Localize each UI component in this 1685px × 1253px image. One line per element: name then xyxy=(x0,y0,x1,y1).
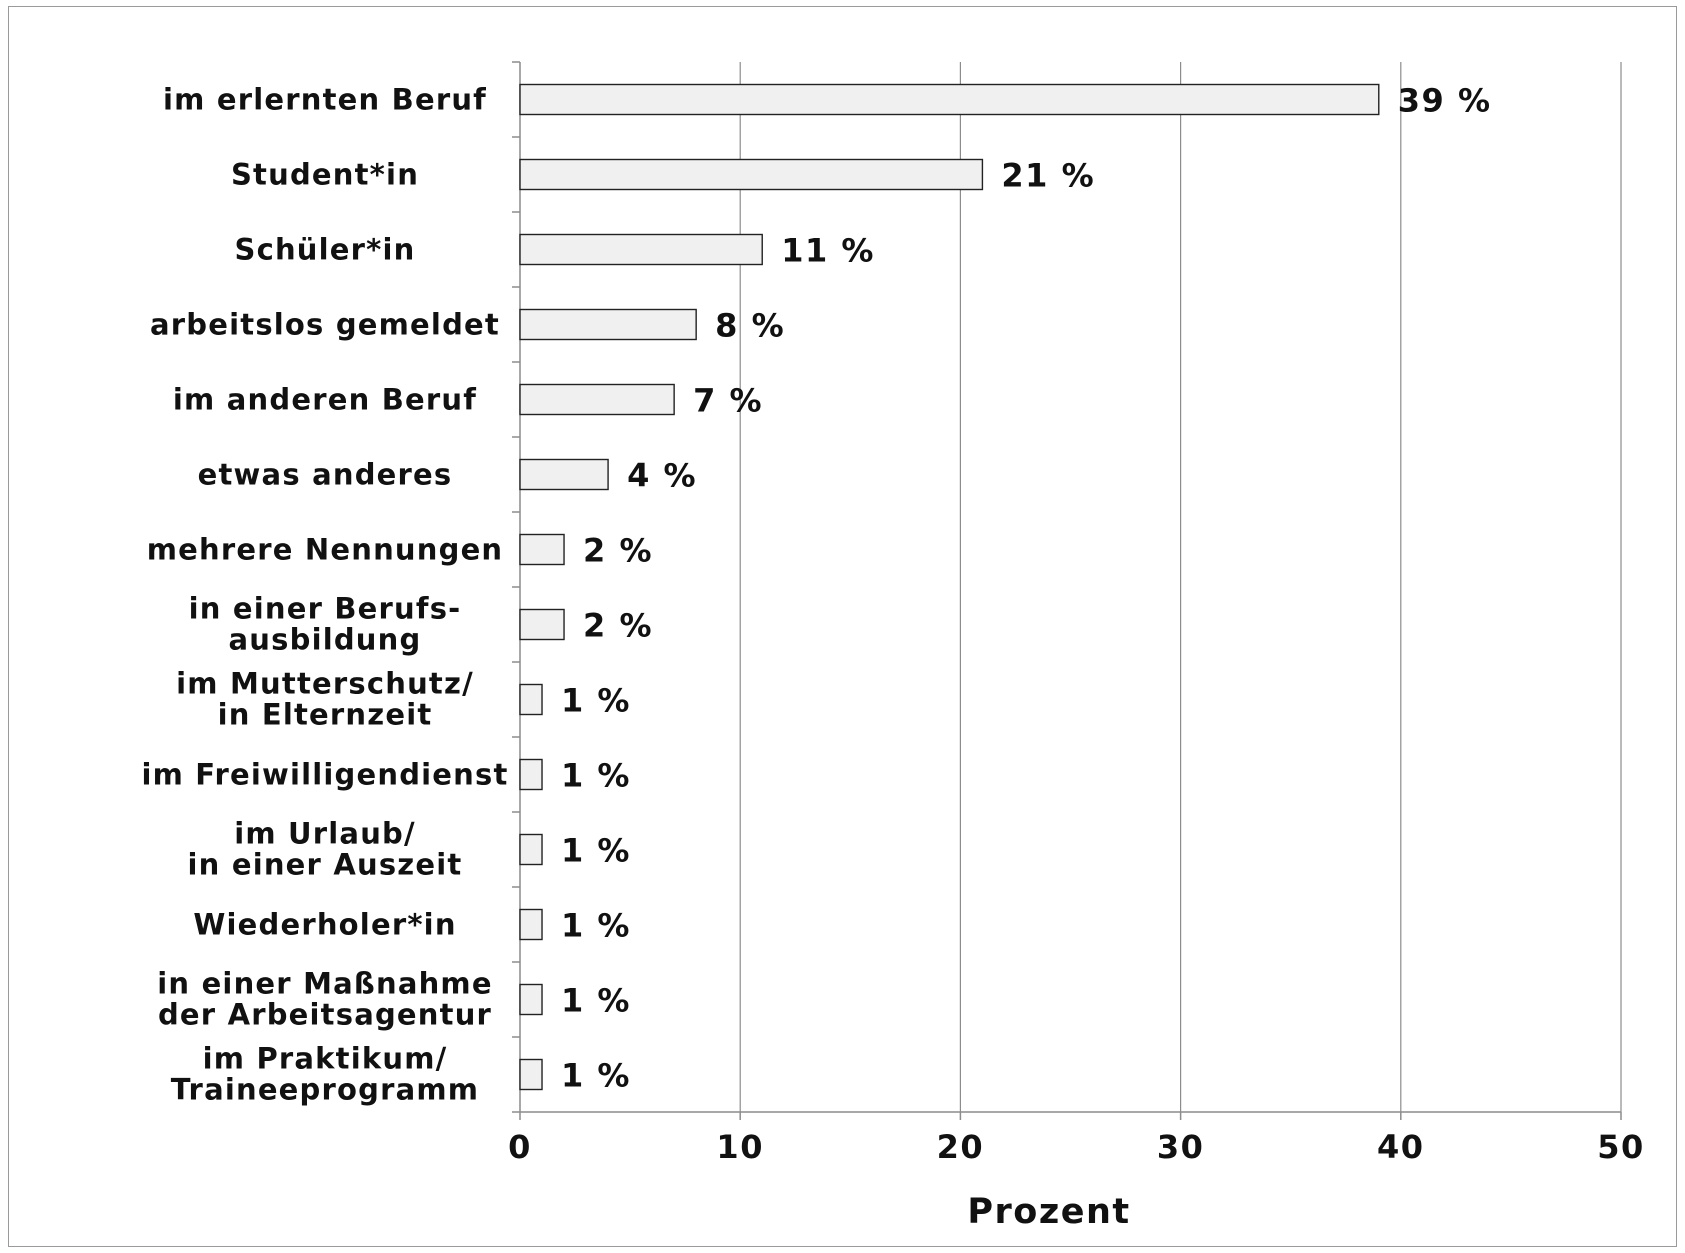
category-label: in Elternzeit xyxy=(218,698,433,732)
x-tick-label: 10 xyxy=(716,1128,764,1166)
value-label: 4 % xyxy=(627,457,697,495)
category-label: im Freiwilligendienst xyxy=(141,758,508,792)
category-label: in einer Maßnahme xyxy=(157,967,492,1001)
category-label: im Praktikum/ xyxy=(203,1042,448,1076)
bar xyxy=(519,308,697,341)
category-label: Wiederholer*in xyxy=(193,908,456,942)
x-tick-label: 50 xyxy=(1597,1128,1645,1166)
bar xyxy=(519,608,565,641)
gridlines xyxy=(739,62,1622,1112)
x-tick-label: 30 xyxy=(1157,1128,1205,1166)
bar xyxy=(519,233,763,266)
category-label: Schüler*in xyxy=(234,233,415,267)
value-label: 1 % xyxy=(561,757,631,795)
category-label: im Urlaub/ xyxy=(234,817,416,851)
value-label: 1 % xyxy=(561,982,631,1020)
value-label: 21 % xyxy=(1001,157,1095,195)
axes xyxy=(512,61,1622,1120)
bar xyxy=(519,908,543,941)
category-label: Student*in xyxy=(231,158,419,192)
bar xyxy=(519,383,675,416)
x-tick-labels: 0 10 20 30 40 50 xyxy=(508,1128,1645,1166)
bar xyxy=(519,533,565,566)
bar xyxy=(519,1058,543,1091)
value-label: 2 % xyxy=(583,607,653,645)
bar xyxy=(519,458,609,491)
value-label: 2 % xyxy=(583,532,653,570)
value-label: 1 % xyxy=(561,907,631,945)
value-label: 1 % xyxy=(561,832,631,870)
value-label: 39 % xyxy=(1398,82,1492,120)
value-label: 1 % xyxy=(561,682,631,720)
category-label: der Arbeitsagentur xyxy=(158,998,492,1032)
category-label: etwas anderes xyxy=(198,458,453,492)
bar xyxy=(519,758,543,791)
chart-frame xyxy=(8,6,1677,1247)
category-label: in einer Auszeit xyxy=(188,848,463,882)
bar xyxy=(519,833,543,866)
x-axis-title: Prozent xyxy=(967,1192,1130,1232)
bar xyxy=(519,83,1380,116)
bars xyxy=(519,83,1380,1091)
value-label: 8 % xyxy=(715,307,785,345)
category-label: Traineeprogramm xyxy=(171,1073,479,1107)
category-labels: im erlernten Beruf Student*in Schüler*in ar… xyxy=(141,83,508,1107)
category-label: im erlernten Beruf xyxy=(163,83,487,117)
category-label: arbeitslos gemeldet xyxy=(150,308,500,342)
category-label: mehrere Nennungen xyxy=(147,533,504,567)
category-label: in einer Berufs- xyxy=(189,592,462,626)
category-label: im Mutterschutz/ xyxy=(176,667,474,701)
category-label: im anderen Beruf xyxy=(173,383,477,417)
category-label: ausbildung xyxy=(229,623,422,657)
value-label: 11 % xyxy=(781,232,875,270)
bar xyxy=(519,683,543,716)
bar xyxy=(519,158,984,191)
value-label: 1 % xyxy=(561,1057,631,1095)
bar xyxy=(519,983,543,1016)
x-tick-label: 40 xyxy=(1377,1128,1425,1166)
value-labels: 39 % 21 % 11 % 8 % 7 % 4 % 2 % 2 % 1 % 1 % 1 % 1 % 1… xyxy=(561,82,1492,1095)
x-tick-label: 0 xyxy=(508,1128,532,1166)
x-tick-label: 20 xyxy=(937,1128,985,1166)
value-label: 7 % xyxy=(693,382,763,420)
